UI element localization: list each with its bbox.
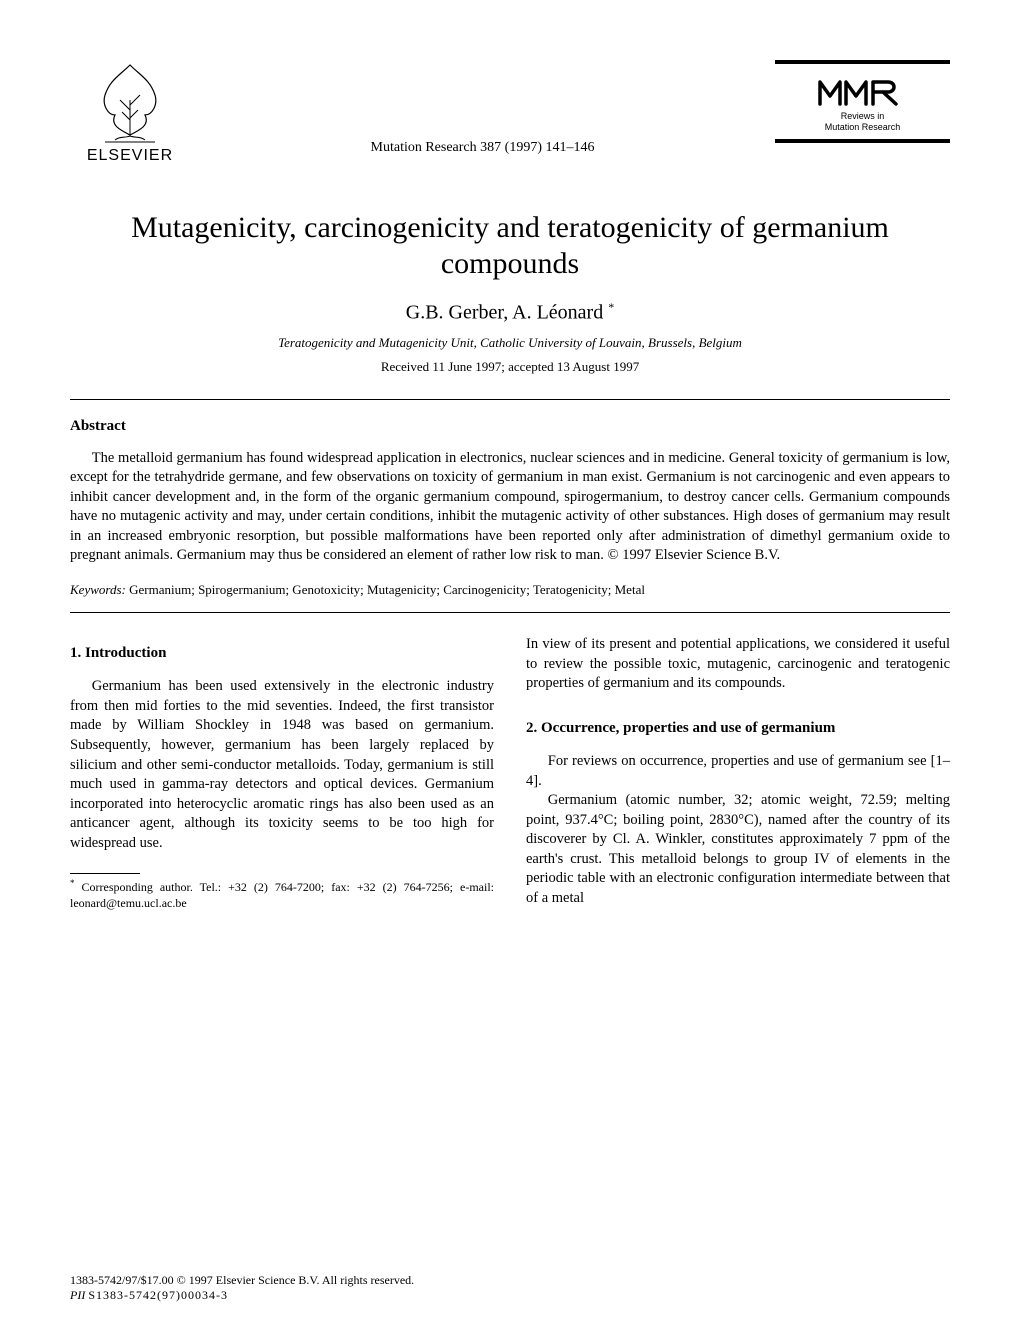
article-affiliation: Teratogenicity and Mutagenicity Unit, Ca… [70,335,950,351]
rule-below-keywords [70,612,950,613]
footer-copyright: 1383-5742/97/$17.00 © 1997 Elsevier Scie… [70,1273,414,1289]
footer-pii-line: PII S1383-5742(97)00034-3 [70,1288,414,1304]
section-1-heading: 1. Introduction [70,643,494,663]
publisher-logo-block: ELSEVIER [70,60,190,165]
journal-logo-block: Reviews in Mutation Research [775,60,950,143]
mmr-logo-icon [818,74,908,109]
page-footer: 1383-5742/97/$17.00 © 1997 Elsevier Scie… [70,1273,414,1304]
section-2-para-2: Germanium (atomic number, 32; atomic wei… [526,791,950,908]
two-column-body: 1. Introduction Germanium has been used … [70,635,950,912]
section-2-heading: 2. Occurrence, properties and use of ger… [526,718,950,738]
footnote-text: Corresponding author. Tel.: +32 (2) 764-… [70,880,494,910]
footnote-separator [70,873,140,874]
keywords-line: Keywords: Germanium; Spirogermanium; Gen… [70,582,950,598]
journal-logo-line1: Reviews in [841,111,885,121]
keywords-label: Keywords: [70,582,126,597]
elsevier-tree-icon [90,60,170,145]
pii-label: PII [70,1288,85,1302]
keywords-text: Germanium; Spirogermanium; Genotoxicity;… [129,582,645,597]
journal-logo-line2: Mutation Research [825,122,901,132]
authors-marker: * [608,300,614,314]
journal-logo-top-rule [775,60,950,64]
article-title: Mutagenicity, carcinogenicity and terato… [100,210,920,282]
article-received: Received 11 June 1997; accepted 13 Augus… [70,359,950,375]
corresponding-author-footnote: * Corresponding author. Tel.: +32 (2) 76… [70,878,494,911]
journal-logo-bottom-rule [775,139,950,143]
abstract-body: The metalloid germanium has found widesp… [70,449,950,566]
rule-above-abstract [70,399,950,400]
journal-header-line: Mutation Research 387 (1997) 141–146 [190,140,775,156]
section-1-para-1-continued: In view of its present and potential app… [526,635,950,694]
section-1-para-1: Germanium has been used extensively in t… [70,677,494,853]
pii-code: S1383-5742(97)00034-3 [88,1288,228,1302]
journal-logo-text: Reviews in Mutation Research [825,111,901,133]
abstract-heading: Abstract [70,418,950,435]
publisher-name: ELSEVIER [87,147,173,165]
header-row: ELSEVIER Mutation Research 387 (1997) 14… [70,60,950,165]
footnote-marker: * [70,878,75,888]
right-column: In view of its present and potential app… [526,635,950,912]
left-column: 1. Introduction Germanium has been used … [70,635,494,912]
article-authors: G.B. Gerber, A. Léonard * [70,300,950,325]
section-2-para-1: For reviews on occurrence, properties an… [526,752,950,791]
authors-names: G.B. Gerber, A. Léonard [406,302,603,324]
